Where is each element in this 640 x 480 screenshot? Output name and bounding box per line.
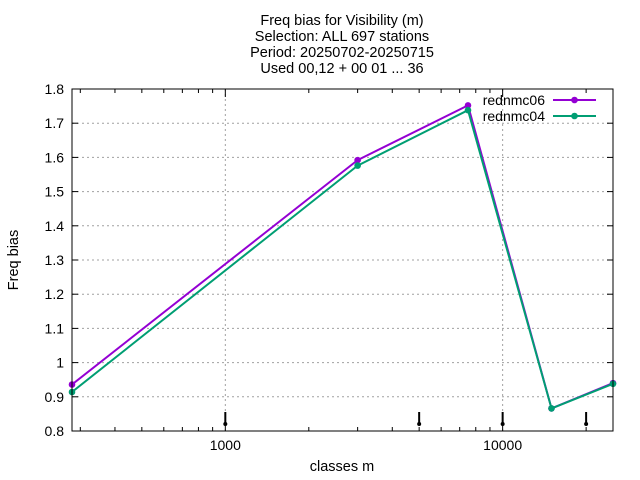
y-tick-label: 1.4 [45,218,65,234]
title-line-4: Used 00,12 + 00 01 ... 36 [260,61,423,77]
title-line-2: Selection: ALL 697 stations [255,29,429,45]
y-tick-label: 1.5 [45,184,65,200]
y-tick-label: 1.2 [45,286,65,302]
data-point-rednmc04 [464,106,472,114]
x-tick-label: 1000 [210,437,241,453]
data-point-rednmc04 [548,405,555,412]
class-marker-dot [417,422,422,426]
plot-frame [71,88,614,432]
y-tick-label: 1.3 [45,252,65,268]
legend-swatch-point [571,96,578,104]
y-tick-label: 1.6 [45,149,65,165]
legend-label: rednmc04 [483,108,545,124]
title-line-1: Freq bias for Visibility (m) [260,13,423,29]
y-tick-label: 0.9 [45,389,65,405]
y-tick-label: 1.7 [45,115,65,131]
class-marker-dot [584,422,589,426]
series-line-rednmc04 [71,109,614,410]
class-marker-dot [500,422,505,426]
y-tick-label: 1.1 [45,320,65,336]
data-point-rednmc06 [354,156,361,164]
y-tick-label: 1.8 [45,81,65,97]
class-marker-dot [223,422,228,426]
y-tick-label: 0.8 [45,423,65,439]
axis-ticks: 0.8 0.9 1 1.1 1.2 1.3 1.4 1.5 1.6 1.7 1.8 1000 10000 [45,81,613,453]
x-tick-label: 10000 [483,437,522,453]
legend-label: rednmc06 [483,92,545,108]
series-lines [68,102,617,412]
grid-lines [72,89,613,431]
data-point-rednmc06 [464,102,472,109]
legend-swatch-point [571,112,578,120]
x-axis-label: classes m [310,459,374,475]
class-markers [223,412,589,426]
y-tick-label: 1 [56,355,64,371]
chart-title: Freq bias for Visibility (m) Selection: … [250,13,434,77]
title-line-3: Period: 20250702-20250715 [250,45,434,61]
y-axis-label: Freq bias [6,230,22,290]
data-point-rednmc04 [354,162,361,169]
